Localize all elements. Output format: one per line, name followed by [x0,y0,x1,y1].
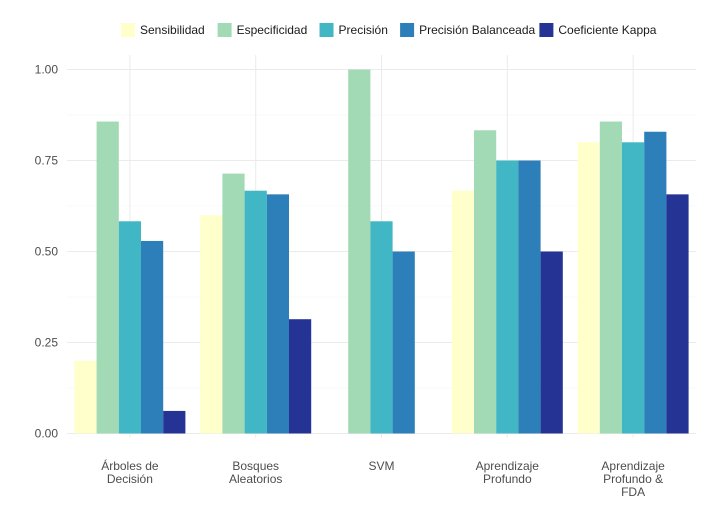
x-tick-label: Aprendizaje [601,459,665,473]
y-tick-label: 0.25 [35,336,59,350]
bar-sensibilidad [74,360,97,434]
bar-coeficiente-kappa [289,319,312,434]
x-tick-label: SVM [368,459,394,473]
bar-coeficiente-kappa [666,194,689,434]
bar-precisión [622,142,645,434]
bar-especificidad [474,130,497,434]
legend-label: Especificidad [237,23,308,37]
bar-sensibilidad [577,142,600,434]
y-tick-label: 0.50 [35,245,59,259]
y-axis: 0.00 0.25 0.50 0.75 1.00 [35,63,59,441]
x-tick-label: Árboles de [101,458,159,473]
legend-swatch [217,23,232,37]
bar-coeficiente-kappa [540,251,563,434]
legend-label: Precisión Balanceada [419,23,535,37]
x-tick-label: Profundo & [603,472,663,486]
bar-especificidad [222,173,245,434]
x-tick-label: Aleatorios [229,472,282,486]
bar-precisión [118,221,141,434]
bar-precisión-balanceada [266,194,289,434]
x-tick-label: Profundo [483,472,532,486]
x-tick-label: FDA [621,485,645,499]
bar-precisión-balanceada [141,240,164,434]
bar-especificidad [348,69,371,434]
bar-sensibilidad [200,215,223,434]
legend-label: Precisión [339,23,388,37]
bars [74,69,689,434]
legend-label: Coeficiente Kappa [558,23,656,37]
bar-especificidad [599,121,622,434]
bar-especificidad [96,121,119,434]
legend-swatch [319,23,334,37]
bar-precisión-balanceada [644,131,667,434]
legend-swatch [121,23,135,37]
bar-precisión-balanceada [518,160,541,434]
y-tick-label: 0.75 [35,154,59,168]
x-tick-label: Decisión [107,472,153,486]
legend-swatch [400,23,415,37]
y-tick-label: 0.00 [35,427,59,441]
legend: Sensibilidad Especificidad Precisión Precis… [121,23,657,37]
bar-precisión [244,190,267,434]
legend-label: Sensibilidad [140,23,205,37]
bar-precisión [496,160,519,434]
x-tick-label: Bosques [232,459,279,473]
bar-precisión-balanceada [392,251,415,434]
bar-coeficiente-kappa [163,410,186,434]
legend-swatch [539,23,554,37]
bar-sensibilidad [451,190,474,434]
bar-precisión [370,221,393,434]
x-tick-label: Aprendizaje [476,459,540,473]
y-tick-label: 1.00 [35,63,59,77]
